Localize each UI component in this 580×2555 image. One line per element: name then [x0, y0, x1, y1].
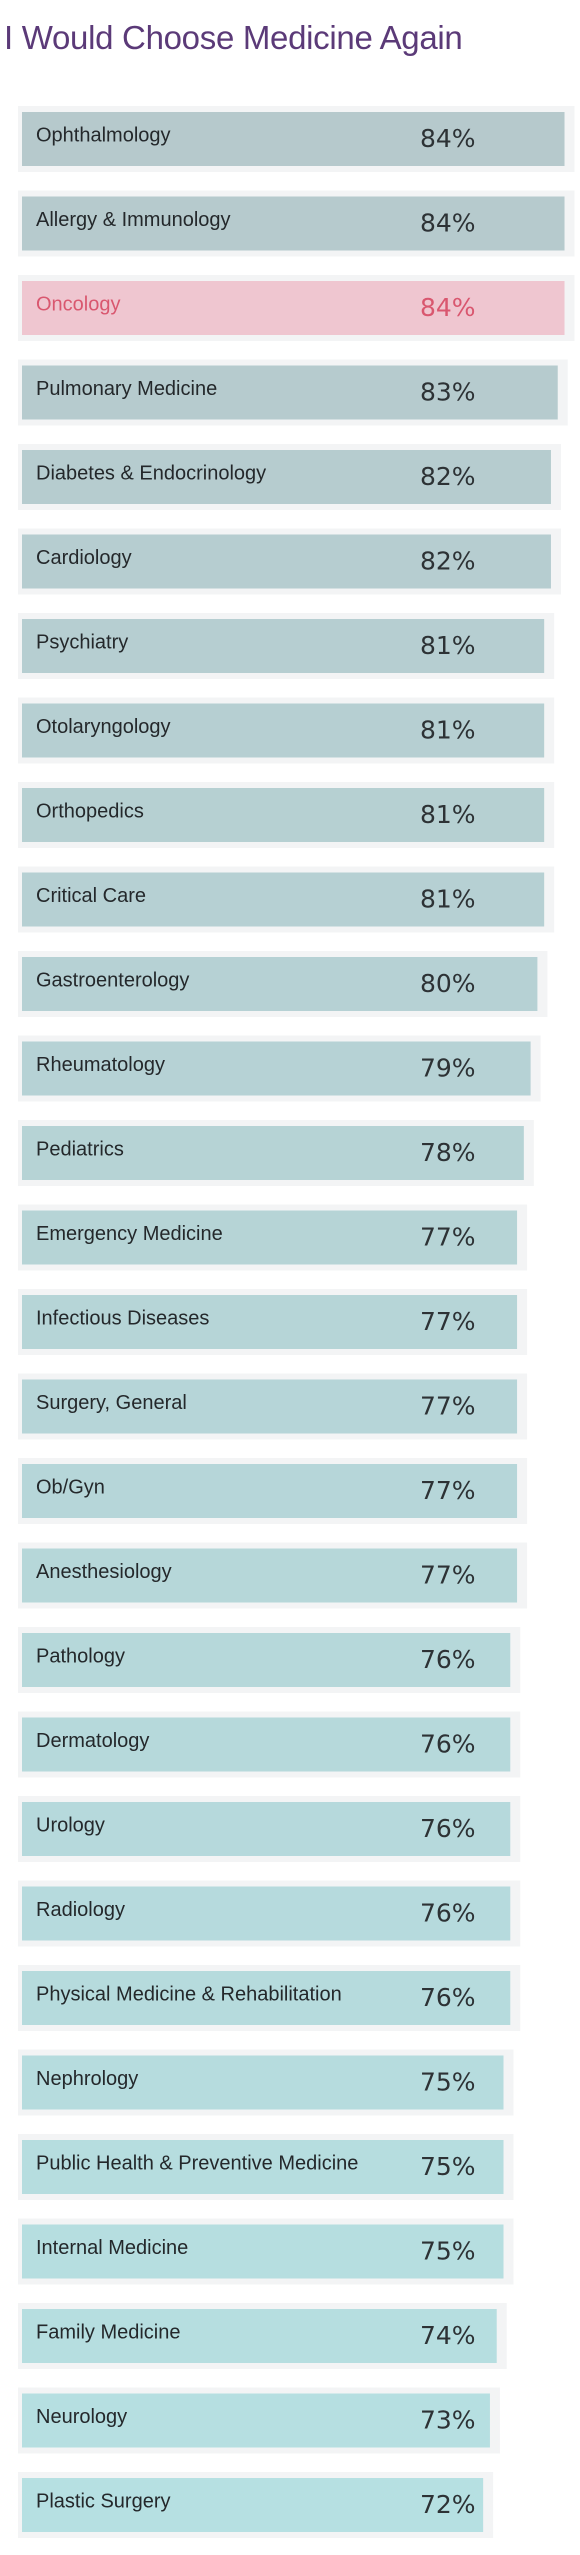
- bar: [22, 619, 545, 673]
- data-label: 81%: [420, 800, 476, 829]
- data-label: 84%: [420, 124, 476, 153]
- bar-label: Surgery, General: [36, 1392, 187, 1414]
- bar-label: Otolaryngology: [36, 716, 171, 738]
- bar: [22, 1802, 511, 1856]
- bar-label: Critical Care: [36, 885, 146, 907]
- bar: [22, 1548, 518, 1603]
- bar: [22, 2140, 504, 2194]
- data-label: 81%: [420, 885, 476, 914]
- bar-label: Pulmonary Medicine: [36, 378, 217, 400]
- bar-label: Gastroenterology: [36, 969, 189, 991]
- bar-label: Ob/Gyn: [36, 1476, 105, 1498]
- bar: [22, 1295, 518, 1349]
- data-label: 79%: [420, 1054, 476, 1083]
- bar: [22, 281, 565, 335]
- bar-label: Neurology: [36, 2406, 127, 2428]
- data-label: 75%: [420, 2237, 476, 2266]
- data-label: 74%: [420, 2321, 476, 2350]
- bar: [22, 703, 545, 758]
- bar-label: Urology: [36, 1814, 105, 1836]
- bar-label: Rheumatology: [36, 1054, 165, 1076]
- data-label: 76%: [420, 1814, 476, 1843]
- bar: [22, 450, 551, 504]
- bar-label: Pathology: [36, 1645, 125, 1667]
- data-label: 81%: [420, 716, 476, 745]
- bar: [22, 1717, 511, 1772]
- bar: [22, 788, 545, 842]
- bar-label: Allergy & Immunology: [36, 209, 231, 231]
- bar-label: Ophthalmology: [36, 124, 171, 146]
- bar-label: Cardiology: [36, 547, 132, 569]
- bar-label: Infectious Diseases: [36, 1307, 209, 1329]
- bar: [22, 196, 565, 251]
- bar: [22, 365, 558, 420]
- bar-label: Internal Medicine: [36, 2237, 188, 2259]
- bar-label: Orthopedics: [36, 800, 144, 822]
- data-label: 77%: [420, 1307, 476, 1336]
- bar: [22, 872, 545, 927]
- bar: [22, 1633, 511, 1687]
- bar-label: Emergency Medicine: [36, 1223, 223, 1245]
- bar: [22, 2478, 484, 2532]
- data-label: 83%: [420, 378, 476, 407]
- data-label: 82%: [420, 547, 476, 576]
- data-label: 72%: [420, 2490, 476, 2519]
- bar: [22, 1971, 511, 2025]
- data-label: 76%: [420, 1983, 476, 2012]
- bar: [22, 2055, 504, 2110]
- bar-label: Public Health & Preventive Medicine: [36, 2152, 358, 2174]
- bar: [22, 957, 538, 1011]
- data-label: 84%: [420, 293, 476, 322]
- data-label: 75%: [420, 2068, 476, 2097]
- bar: [22, 2393, 490, 2448]
- bar-label: Physical Medicine & Rehabilitation: [36, 1983, 342, 2005]
- data-label: 78%: [420, 1138, 476, 1167]
- data-label: 77%: [420, 1223, 476, 1252]
- data-label: 77%: [420, 1561, 476, 1590]
- data-label: 76%: [420, 1730, 476, 1759]
- bar: [22, 1379, 518, 1434]
- data-label: 80%: [420, 969, 476, 998]
- bar-label: Pediatrics: [36, 1138, 124, 1160]
- data-label: 73%: [420, 2406, 476, 2435]
- bar-label: Oncology: [36, 293, 121, 315]
- bar-label: Psychiatry: [36, 631, 128, 653]
- bar: [22, 534, 551, 589]
- data-label: 82%: [420, 462, 476, 491]
- bar-label: Plastic Surgery: [36, 2490, 171, 2512]
- bar: [22, 1210, 518, 1265]
- chart-title: I Would Choose Medicine Again: [4, 19, 463, 56]
- bar-label: Family Medicine: [36, 2321, 180, 2343]
- bar-label: Nephrology: [36, 2068, 138, 2090]
- data-label: 76%: [420, 1899, 476, 1928]
- bar: [22, 2224, 504, 2279]
- bar: [22, 1464, 518, 1518]
- bar-label: Diabetes & Endocrinology: [36, 462, 266, 484]
- bar: [22, 1886, 511, 1941]
- data-label: 77%: [420, 1392, 476, 1421]
- bar: [22, 1041, 531, 1096]
- bar: [22, 112, 565, 166]
- bar-label: Anesthesiology: [36, 1561, 172, 1583]
- bar: [22, 1126, 524, 1180]
- bar: [22, 2309, 497, 2363]
- data-label: 76%: [420, 1645, 476, 1674]
- data-label: 84%: [420, 209, 476, 238]
- data-label: 75%: [420, 2152, 476, 2181]
- data-label: 77%: [420, 1476, 476, 1505]
- data-label: 81%: [420, 631, 476, 660]
- bar-label: Dermatology: [36, 1730, 149, 1752]
- bar-label: Radiology: [36, 1899, 125, 1921]
